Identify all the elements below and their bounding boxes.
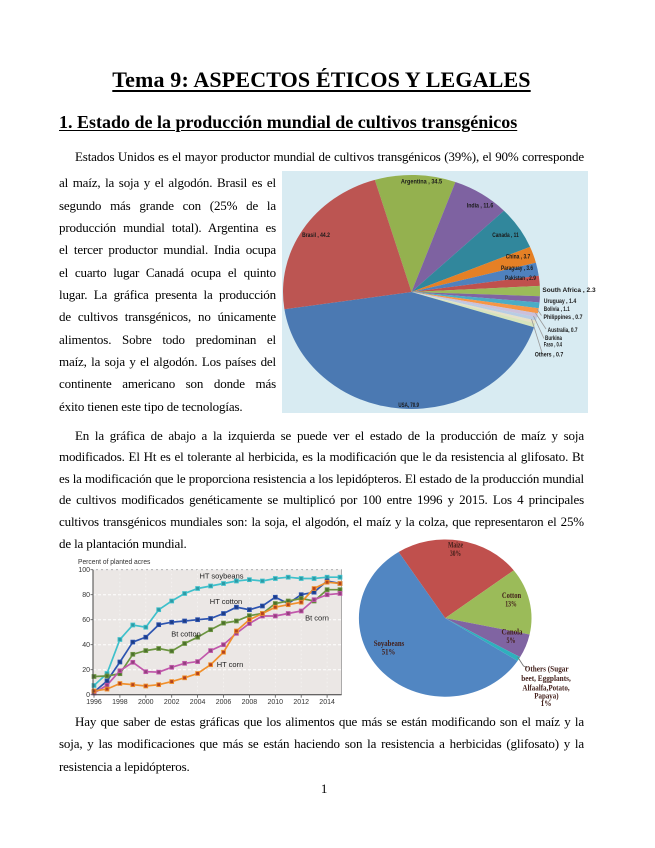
- svg-text:Philippines , 0.7: Philippines , 0.7: [544, 314, 583, 321]
- svg-text:1998: 1998: [112, 699, 128, 706]
- svg-text:30%: 30%: [450, 548, 461, 558]
- svg-text:2014: 2014: [319, 699, 335, 706]
- svg-text:13%: 13%: [505, 599, 517, 609]
- svg-text:0: 0: [86, 692, 90, 699]
- svg-text:Bt corn: Bt corn: [305, 614, 329, 623]
- svg-text:51%: 51%: [382, 647, 396, 657]
- svg-text:Canada , 11: Canada , 11: [492, 232, 519, 239]
- svg-text:2004: 2004: [190, 699, 206, 706]
- svg-text:40: 40: [82, 642, 90, 649]
- svg-text:Others (Sugar: Others (Sugar: [525, 664, 569, 674]
- svg-text:Papaya): Papaya): [534, 690, 558, 700]
- svg-text:Bolivia , 1.1: Bolivia , 1.1: [544, 306, 570, 313]
- svg-text:100: 100: [78, 567, 90, 574]
- svg-text:China , 3.7: China , 3.7: [506, 254, 531, 261]
- svg-text:Brasil , 44.2: Brasil , 44.2: [302, 232, 330, 239]
- svg-text:Faso , 0.4: Faso , 0.4: [544, 342, 563, 349]
- svg-text:2000: 2000: [138, 699, 154, 706]
- svg-text:Australia, 0.7: Australia, 0.7: [548, 327, 578, 334]
- svg-text:HT cotton: HT cotton: [210, 597, 242, 606]
- svg-text:beet, Eggplants,: beet, Eggplants,: [521, 673, 571, 683]
- svg-text:Bt cotton: Bt cotton: [171, 630, 201, 639]
- svg-text:2010: 2010: [268, 699, 284, 706]
- svg-text:Cotton: Cotton: [502, 590, 521, 600]
- svg-text:India , 11.6: India , 11.6: [467, 203, 494, 210]
- svg-text:Percent of planted acres: Percent of planted acres: [78, 559, 151, 566]
- svg-text:Argentina , 34.5: Argentina , 34.5: [401, 179, 443, 186]
- svg-text:Others , 0.7: Others , 0.7: [535, 352, 564, 359]
- svg-text:Burkina: Burkina: [545, 335, 562, 342]
- svg-text:2012: 2012: [293, 699, 309, 706]
- svg-text:Alfaalfa,Potato,: Alfaalfa,Potato,: [522, 682, 569, 692]
- svg-text:20: 20: [82, 667, 90, 674]
- svg-text:2002: 2002: [164, 699, 180, 706]
- svg-text:60: 60: [82, 617, 90, 624]
- svg-text:Uruguay , 1.4: Uruguay , 1.4: [544, 298, 577, 305]
- svg-text:1996: 1996: [86, 699, 102, 706]
- svg-text:HT soybeans: HT soybeans: [199, 572, 243, 581]
- svg-text:USA, 70.9: USA, 70.9: [398, 402, 419, 409]
- svg-text:2008: 2008: [242, 699, 258, 706]
- svg-text:Canola: Canola: [502, 627, 524, 637]
- svg-text:South Africa , 2.3: South Africa , 2.3: [542, 287, 596, 294]
- svg-text:2006: 2006: [216, 699, 232, 706]
- svg-text:1%: 1%: [541, 698, 552, 708]
- svg-text:Paraguay , 3.6: Paraguay , 3.6: [501, 265, 533, 272]
- svg-text:5%: 5%: [507, 635, 516, 645]
- svg-text:80: 80: [82, 592, 90, 599]
- svg-text:Pakistan , 2.9: Pakistan , 2.9: [505, 275, 536, 282]
- svg-text:Soyabeans: Soyabeans: [374, 638, 405, 648]
- svg-text:Maize: Maize: [448, 540, 463, 550]
- svg-text:HT corn: HT corn: [217, 660, 244, 669]
